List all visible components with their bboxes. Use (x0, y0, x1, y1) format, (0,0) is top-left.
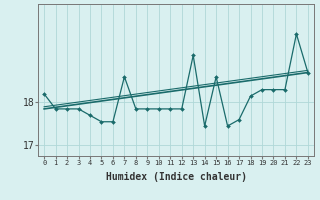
X-axis label: Humidex (Indice chaleur): Humidex (Indice chaleur) (106, 172, 246, 182)
